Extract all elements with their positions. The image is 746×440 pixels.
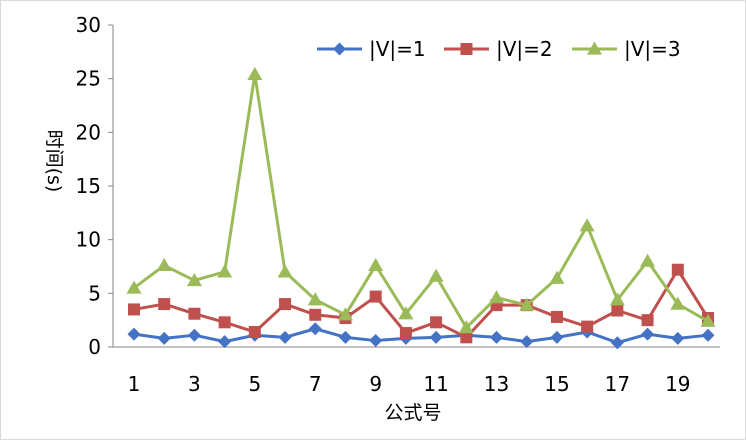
data-point [186,272,202,287]
y-tick-label: 30 [76,13,101,37]
y-tick-label: 25 [76,67,101,91]
legend-item-3: |V|=3 [572,37,681,61]
data-point [458,320,474,334]
series-3 [126,66,716,334]
data-point [641,327,655,341]
y-tick-label: 0 [88,335,101,359]
data-point [188,307,201,320]
data-point [700,313,716,327]
x-tick-label: 1 [128,372,141,396]
x-tick-label: 15 [544,372,569,396]
data-point [550,330,564,344]
data-point [701,328,715,342]
data-point [460,43,473,55]
data-point [609,292,625,306]
data-point [278,330,292,344]
data-point [368,257,384,272]
data-point [187,328,201,342]
x-tick-label: 11 [423,372,448,396]
data-point [519,297,535,311]
data-point [610,336,624,350]
data-point [369,334,383,348]
data-point [641,314,654,327]
data-point [550,310,563,323]
y-tick-label: 5 [88,281,101,305]
data-point [128,303,140,316]
data-point [309,308,322,321]
legend-label: |V|=2 [496,37,553,61]
x-tick-label: 17 [605,372,630,396]
data-point [428,268,444,282]
data-point [247,66,263,80]
data-point [307,292,323,306]
data-point [490,330,504,344]
data-point [157,331,171,345]
data-point [670,296,686,310]
data-point [520,335,534,349]
series-line [133,72,709,330]
data-point [338,330,352,344]
data-point [587,41,602,55]
x-tick-label: 7 [309,372,322,396]
data-point [217,264,233,278]
data-point [248,325,261,338]
legend-item-2: |V|=2 [444,37,553,61]
data-point [581,320,594,333]
legend-label: |V|=1 [369,37,426,61]
data-point [460,331,473,344]
data-point [308,322,322,336]
legend-item-1: |V|=1 [317,37,426,61]
data-point [337,307,353,321]
data-point [279,298,292,311]
y-tick-label: 15 [76,174,101,198]
data-point [429,330,443,344]
data-point [579,218,595,232]
data-point [671,331,685,345]
data-point [640,253,656,267]
legend-label: |V|=3 [624,37,681,61]
data-point [671,263,684,276]
data-point [430,316,443,329]
data-point [369,290,382,303]
x-axis-title: 公式号 [384,402,441,424]
x-tick-label: 13 [484,372,509,396]
data-point [611,304,624,317]
data-point [218,316,231,329]
x-tick-label: 5 [248,372,261,396]
data-point [218,335,232,349]
data-point [333,42,346,56]
data-point [489,290,505,304]
y-tick-label: 20 [76,120,101,144]
y-axis-title: 时间(s) [43,130,65,193]
data-point [549,270,565,284]
x-tick-label: 9 [369,372,382,396]
data-point [126,280,142,294]
data-point [277,264,293,278]
x-tick-label: 3 [188,372,201,396]
data-point [399,327,412,340]
legend: |V|=1 |V|=2 |V|=3 [317,37,681,61]
y-tick-label: 10 [76,228,101,252]
data-point [158,298,171,311]
data-point [398,306,414,320]
series-group [126,66,716,350]
x-tick-label: 19 [665,372,690,396]
data-point [127,327,141,341]
data-point [156,257,172,272]
